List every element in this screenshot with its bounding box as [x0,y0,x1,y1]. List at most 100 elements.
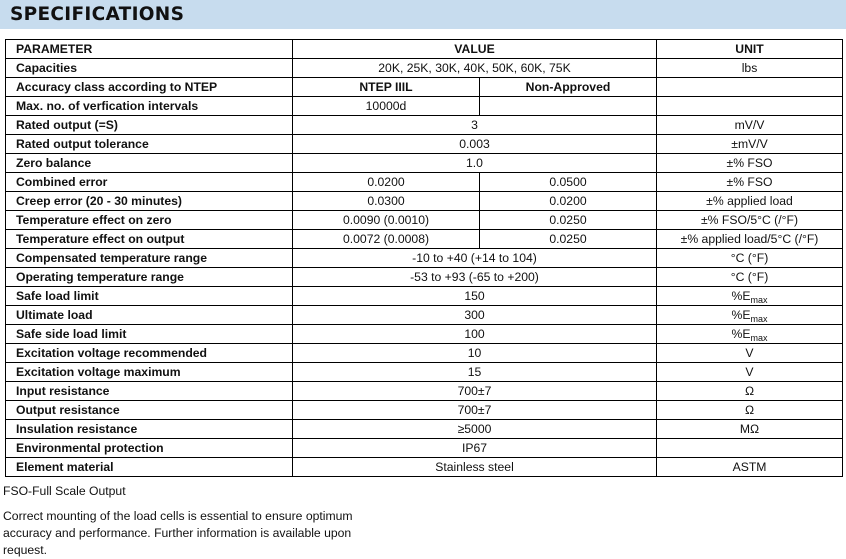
header-value: VALUE [292,39,657,59]
unit-cell: ±% FSO [656,153,843,173]
parameter-cell: Rated output tolerance [5,134,293,154]
unit-cell: MΩ [656,419,843,439]
unit-cell [656,77,843,97]
unit-cell: V [656,343,843,363]
mounting-note: Correct mounting of the load cells is es… [3,509,353,557]
unit-cell [656,438,843,458]
value-cell: 100 [292,324,657,344]
unit-text: ASTM [732,460,767,474]
unit-text: ±% FSO [726,175,773,189]
value-cell: 0.0072 (0.0008) [292,229,480,249]
unit-text: ±% FSO/5°C (/°F) [700,213,798,227]
parameter-cell: Compensated temperature range [5,248,293,268]
unit-text: ±mV/V [731,137,768,151]
value2-cell: 0.0250 [479,210,657,230]
value2-cell: 0.0500 [479,172,657,192]
parameter-cell: Excitation voltage maximum [5,362,293,382]
unit-text: Ω [744,384,755,398]
table-row: Input resistance 700±7 Ω [5,381,843,401]
unit-text: mV/V [734,118,765,132]
unit-cell: %Emax [656,324,843,344]
value-cell: 150 [292,286,657,306]
unit-cell: %Emax [656,305,843,325]
section-title: SPECIFICATIONS [10,4,185,25]
unit-text: MΩ [739,422,760,436]
value-cell: 10 [292,343,657,363]
parameter-cell: Environmental protection [5,438,293,458]
table-row: Safe load limit 150 %Emax [5,286,843,306]
header-unit: UNIT [656,39,843,59]
table-row: Excitation voltage recommended 10 V [5,343,843,363]
table-row: Temperature effect on zero 0.0090 (0.0010… [5,210,843,230]
footnote: FSO-Full Scale Output [3,484,126,498]
parameter-cell: Excitation voltage recommended [5,343,293,363]
value-cell: 15 [292,362,657,382]
unit-text: lbs [741,61,758,75]
value2-cell [479,96,657,116]
unit-text: %E [731,308,751,322]
table-row: Environmental protection IP67 [5,438,843,458]
table-row: Operating temperature range -53 to +93 (-… [5,267,843,287]
value-cell: 700±7 [292,400,657,420]
table-row: Capacities 20K, 25K, 30K, 40K, 50K, 60K, … [5,58,843,78]
value2-cell: 0.0200 [479,191,657,211]
value2-cell: 0.0250 [479,229,657,249]
table-row: Rated output tolerance 0.003 ±mV/V [5,134,843,154]
unit-cell: ±% FSO [656,172,843,192]
table-row: Creep error (20 - 30 minutes) 0.0300 0.020… [5,191,843,211]
unit-cell: lbs [656,58,843,78]
unit-cell: ±mV/V [656,134,843,154]
table-row: Combined error 0.0200 0.0500 ±% FSO [5,172,843,192]
table-row: Ultimate load 300 %Emax [5,305,843,325]
value-cell: 0.0300 [292,191,480,211]
table-row: Temperature effect on output 0.0072 (0.00… [5,229,843,249]
value-cell: -53 to +93 (-65 to +200) [292,267,657,287]
unit-text: ±% applied load [706,194,793,208]
parameter-cell: Max. no. of verfication intervals [5,96,293,116]
parameter-cell: Input resistance [5,381,293,401]
table-row: Output resistance 700±7 Ω [5,400,843,420]
table-row: Insulation resistance ≥5000 MΩ [5,419,843,439]
value-cell: ≥5000 [292,419,657,439]
table-row: Zero balance 1.0 ±% FSO [5,153,843,173]
parameter-cell: Safe load limit [5,286,293,306]
unit-cell: V [656,362,843,382]
value-cell: 0.0200 [292,172,480,192]
value-cell: NTEP IIIL [292,77,480,97]
value-cell: -10 to +40 (+14 to 104) [292,248,657,268]
table-header-row: PARAMETER VALUE UNIT [5,39,843,59]
table-row: Accuracy class according to NTEP NTEP III… [5,77,843,97]
value2-cell: Non-Approved [479,77,657,97]
value-cell: 1.0 [292,153,657,173]
value-cell: 3 [292,115,657,135]
unit-subscript: max [750,295,768,305]
parameter-cell: Element material [5,457,293,477]
parameter-cell: Operating temperature range [5,267,293,287]
value-cell: 0.0090 (0.0010) [292,210,480,230]
parameter-cell: Creep error (20 - 30 minutes) [5,191,293,211]
table-row: Element material Stainless steel ASTM [5,457,843,477]
table-row: Rated output (=S) 3 mV/V [5,115,843,135]
parameter-cell: Combined error [5,172,293,192]
parameter-cell: Safe side load limit [5,324,293,344]
parameter-cell: Rated output (=S) [5,115,293,135]
table-row: Max. no. of verfication intervals 10000d [5,96,843,116]
unit-text: °C (°F) [730,270,769,284]
unit-cell [656,96,843,116]
value-cell: 300 [292,305,657,325]
unit-cell: ±% FSO/5°C (/°F) [656,210,843,230]
unit-subscript: max [750,333,768,343]
unit-text: °C (°F) [730,251,769,265]
value-cell: 0.003 [292,134,657,154]
table-row: Compensated temperature range -10 to +40 … [5,248,843,268]
specifications-table: PARAMETER VALUE UNIT Capacities 20K, 25K,… [5,39,843,477]
unit-cell: ±% applied load [656,191,843,211]
unit-text: %E [731,327,751,341]
parameter-cell: Zero balance [5,153,293,173]
parameter-cell: Temperature effect on output [5,229,293,249]
section-header: SPECIFICATIONS [0,0,846,29]
unit-cell: Ω [656,400,843,420]
unit-text: Ω [744,403,755,417]
unit-text: %E [731,289,751,303]
unit-cell: Ω [656,381,843,401]
